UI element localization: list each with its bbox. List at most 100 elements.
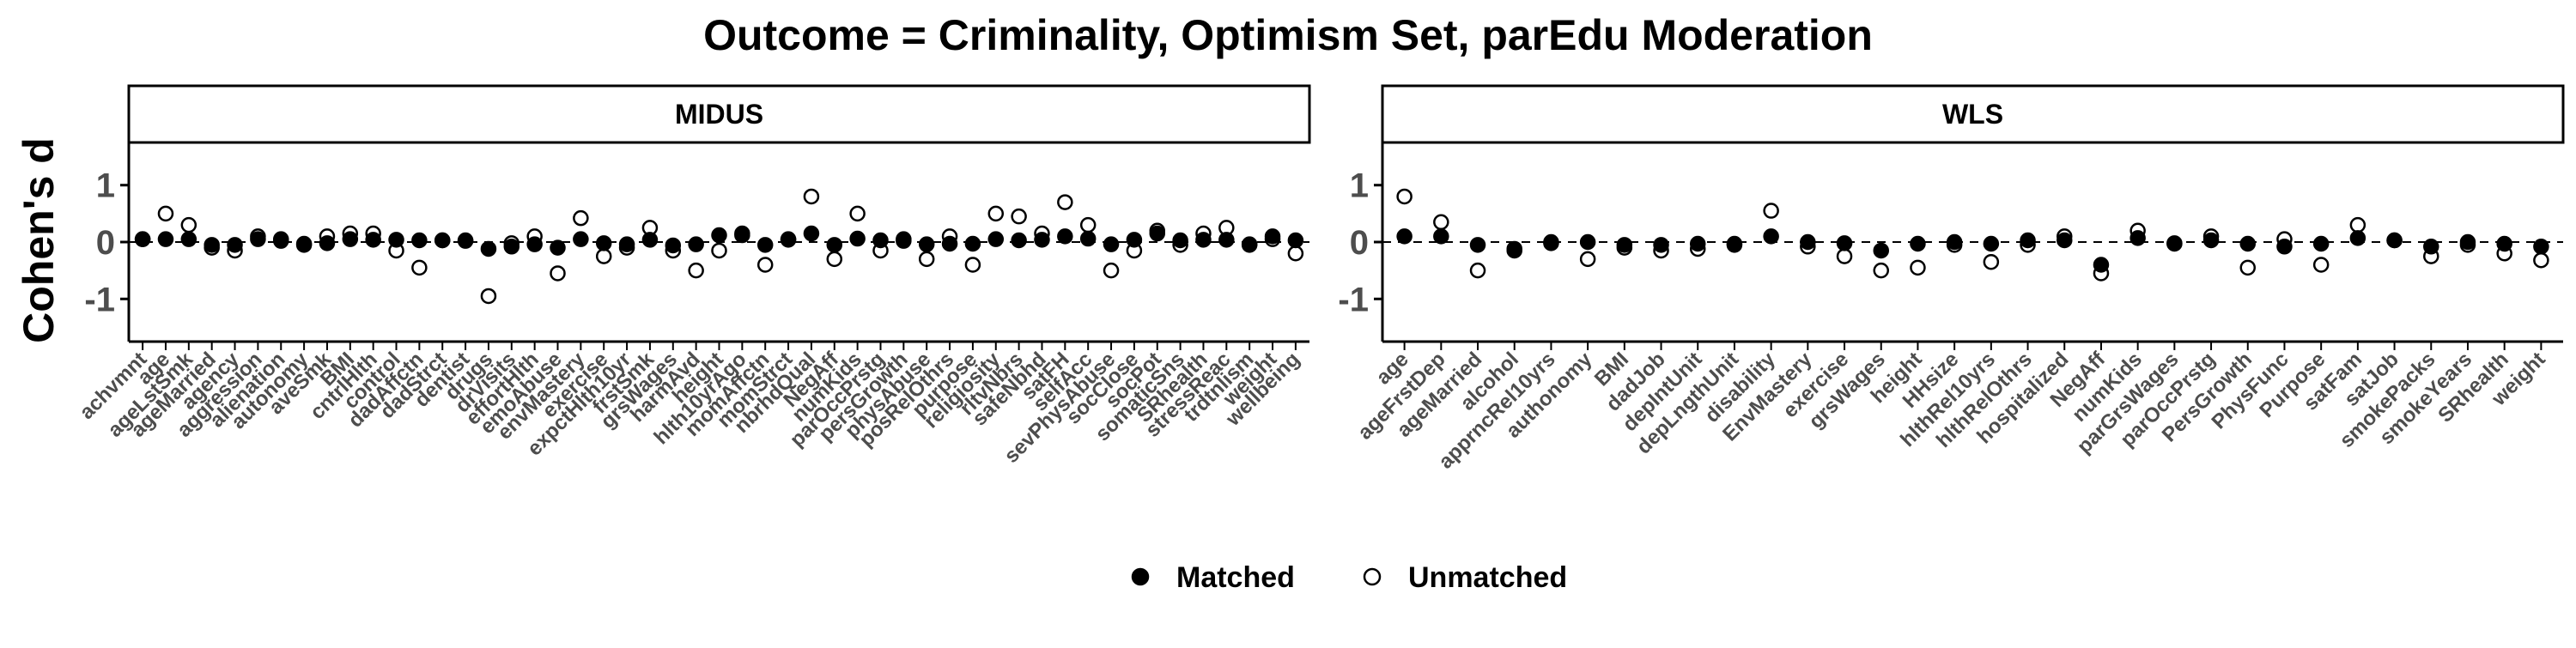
matched-point-midus [434,232,451,249]
matched-point-wls [1763,228,1779,245]
legend-key-matched [1131,567,1150,586]
unmatched-point-midus [918,251,935,268]
matched-point-wls [2057,232,2073,249]
matched-point-midus [365,232,381,248]
panel-strip-label-wls: WLS [1942,99,2003,130]
unmatched-point-midus [595,248,612,264]
unmatched-point-midus [1079,216,1097,233]
unmatched-point-midus [756,257,774,273]
unmatched-point-midus [180,216,197,233]
matched-point-wls [1469,237,1486,253]
matched-point-wls [2276,239,2293,255]
y-tick-label: 0 [1350,224,1369,262]
unmatched-point-midus [1103,262,1120,279]
unmatched-point-midus [964,257,981,273]
unmatched-point-midus [573,209,589,227]
matched-point-wls [1433,228,1449,245]
matched-point-midus [1103,236,1120,252]
matched-point-midus [896,231,912,247]
unmatched-point-wls [1579,251,1596,268]
matched-point-midus [1034,232,1050,248]
unmatched-point-wls [1836,248,1853,264]
matched-point-wls [1873,242,1889,259]
matched-point-wls [2386,232,2403,249]
matched-point-midus [1218,232,1235,248]
legend: Matched Unmatched [1131,561,1567,594]
matched-point-midus [1126,232,1143,248]
matched-point-midus [780,232,797,248]
matched-point-wls [1543,233,1559,251]
matched-point-wls [2312,235,2330,252]
unmatched-point-wls [1396,188,1413,205]
matched-point-midus [342,231,359,247]
unmatched-point-wls [1873,262,1889,279]
matched-point-midus [849,230,866,247]
matched-point-midus [618,236,635,252]
panel-midus: MIDUS-101achvmntageageLstSmkageMarriedag… [75,84,1311,468]
unmatched-point-midus [803,188,820,205]
unmatched-point-midus [826,251,843,268]
matched-point-midus [803,225,820,242]
y-axis-label: Cohen's d [15,137,63,343]
unmatched-point-wls [2312,257,2330,273]
matched-point-midus [1057,228,1073,245]
legend-label-matched: Matched [1176,561,1295,594]
matched-point-midus [573,231,589,247]
matched-point-wls [1836,235,1853,251]
matched-point-midus [688,236,704,252]
matched-point-midus [319,235,336,251]
matched-point-midus [1287,232,1304,249]
panels: MIDUS-101achvmntageageLstSmkageMarriedag… [75,84,2565,474]
panel-strip-midus [127,84,1311,144]
unmatched-point-wls [1433,214,1449,231]
unmatched-point-midus [411,259,428,276]
unmatched-point-midus [1287,245,1304,262]
matched-point-midus [964,235,981,252]
unmatched-point-midus [1057,194,1073,210]
unmatched-point-wls [1983,253,2000,270]
matched-point-midus [711,227,727,244]
y-tick-label: 1 [1350,167,1369,205]
unmatched-point-wls [1910,259,1926,276]
matched-point-midus [411,232,428,249]
unmatched-point-midus [550,265,566,282]
matched-point-midus [987,231,1005,247]
matched-point-midus [457,232,474,249]
matched-point-midus [665,237,682,254]
matched-point-wls [2166,235,2183,252]
matched-point-wls [1689,235,1706,252]
matched-point-wls [2459,233,2476,251]
matched-point-midus [1079,230,1097,247]
matched-point-midus [1172,232,1188,249]
legend-key-unmatched [1363,567,1382,586]
matched-point-wls [1506,240,1522,257]
panel-strip-wls [1381,84,2565,144]
matched-point-wls [2423,239,2439,255]
matched-point-midus [1149,225,1166,242]
unmatched-point-wls [1469,262,1486,279]
legend-label-unmatched: Unmatched [1408,561,1567,594]
matched-point-wls [1946,233,1963,251]
panel-wls: WLS-101ageageFrstDepageMarriedalcoholapp… [1338,84,2565,474]
matched-point-midus [134,231,151,247]
unmatched-point-midus [688,262,704,279]
matched-point-midus [756,237,774,253]
matched-point-wls [1726,235,1743,252]
matched-point-midus [204,237,220,253]
y-tick-label: -1 [84,281,115,318]
matched-point-midus [250,231,266,247]
matched-point-wls [1579,233,1596,251]
matched-point-wls [2202,232,2220,249]
matched-point-midus [872,232,889,249]
matched-point-midus [1241,236,1258,252]
unmatched-point-wls [2533,251,2549,269]
matched-point-wls [2349,230,2366,246]
matched-point-wls [1910,235,1926,252]
matched-point-midus [641,232,659,248]
unmatched-point-midus [1011,208,1027,225]
matched-point-midus [1195,232,1212,248]
matched-point-midus [180,231,197,247]
matched-point-wls [1983,235,2000,252]
matched-point-midus [734,227,750,244]
